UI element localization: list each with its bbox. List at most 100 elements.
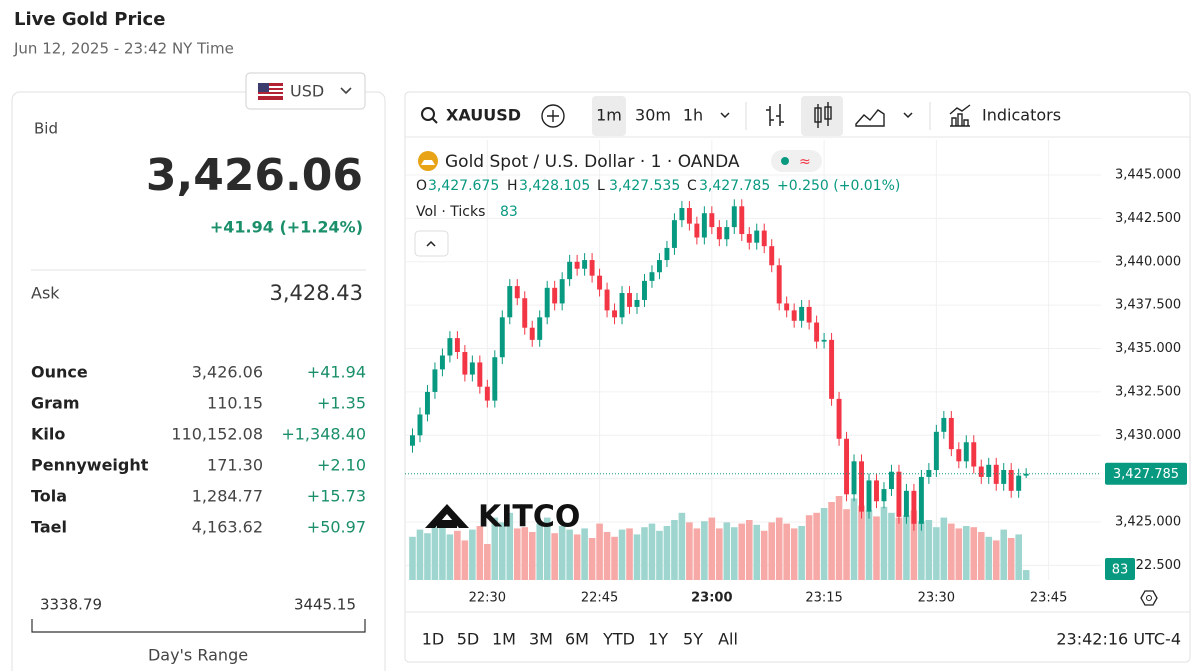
interval-button[interactable]: 1m (596, 106, 622, 125)
unit-price: 110.15 (207, 394, 263, 413)
volume-bar (708, 517, 716, 580)
volume-badge-label: 83 (1112, 563, 1129, 578)
settings-icon[interactable] (1140, 590, 1158, 606)
status-pill[interactable] (771, 150, 822, 172)
x-tick-label: 22:45 (581, 591, 618, 606)
volume-bar (940, 517, 948, 580)
candle-body (1008, 470, 1014, 491)
watermark-text: KITCO (478, 500, 580, 535)
volume-bar (775, 517, 783, 580)
volume-bar (551, 533, 558, 580)
candle-body (896, 471, 902, 517)
volume-bar (633, 534, 641, 580)
period-button[interactable]: 1M (492, 630, 516, 649)
bar-type-icon[interactable] (766, 104, 784, 126)
volume-bar (573, 534, 581, 580)
unit-name: Kilo (31, 425, 65, 444)
candle-body (851, 461, 857, 495)
volume-bar (1015, 534, 1022, 580)
clock: 23:42:16 UTC-4 (1056, 630, 1181, 649)
ohlc-value: 3,427.675 (428, 178, 499, 194)
symbol[interactable]: XAUUSD (446, 106, 521, 125)
status-icon: ≈ (799, 154, 811, 170)
last-price-badge (1105, 462, 1187, 485)
volume-bar (955, 528, 963, 580)
volume-bar (431, 527, 439, 580)
unit-change: +1.35 (317, 394, 366, 413)
period-button[interactable]: 1Y (648, 630, 668, 649)
candle-body (1016, 475, 1022, 491)
type-chevron[interactable] (903, 112, 913, 119)
ohlc-value: 3,427.535 (609, 178, 680, 194)
candle-body (507, 286, 513, 318)
volume-bar (603, 532, 611, 580)
candle-body (469, 362, 475, 375)
ohlc-key: H (507, 178, 518, 194)
candle-body (552, 287, 558, 304)
ask-price: 3,428.43 (269, 281, 363, 305)
candle-body (701, 213, 707, 238)
candle-body (597, 275, 603, 290)
candle-body (933, 431, 939, 470)
period-button[interactable]: 5Y (683, 630, 703, 649)
volume-bar (611, 536, 618, 580)
period-button[interactable]: 1D (422, 630, 445, 649)
indicators-icon[interactable] (949, 104, 971, 127)
candle-body (656, 260, 662, 273)
volume-bar (760, 530, 768, 580)
volume-bar (918, 521, 925, 580)
volume-bar (476, 526, 484, 580)
interval-button[interactable]: 30m (635, 106, 671, 125)
volume-bar (850, 498, 858, 580)
volume-bar (596, 523, 603, 580)
volume-bar (424, 533, 431, 580)
volume-bar (790, 528, 798, 580)
volume-bar (416, 529, 424, 580)
volume-bar (686, 522, 693, 580)
interval-active-bg (592, 96, 626, 136)
candle-body (761, 230, 767, 247)
period-button[interactable]: 3M (529, 630, 553, 649)
unit-price: 3,426.06 (192, 363, 263, 382)
candle-body (627, 293, 632, 307)
period-button[interactable]: YTD (602, 630, 635, 649)
period-button[interactable]: 5D (457, 630, 480, 649)
candle-body (537, 317, 543, 340)
candle-body (477, 362, 483, 387)
y-tick-label: 3,430.000 (1115, 428, 1181, 443)
range-bar (31, 619, 366, 633)
candle-body (716, 227, 722, 240)
unit-price: 4,163.62 (192, 518, 263, 537)
volume-bar (663, 526, 671, 580)
volume-bar (618, 529, 626, 580)
indicators-button[interactable]: Indicators (982, 106, 1061, 125)
dropdown-chevron (340, 87, 352, 95)
volume-bar (820, 508, 828, 580)
interval-chevron[interactable] (720, 112, 730, 119)
volume-bar (543, 517, 551, 580)
candle-body (709, 213, 715, 228)
volume-bar (798, 526, 805, 580)
ohlc-value: 3,427.785 (699, 178, 770, 194)
candle-body (582, 260, 588, 269)
volume-bar (805, 515, 813, 580)
area-type-icon[interactable] (855, 109, 885, 127)
interval-button[interactable]: 1h (683, 106, 703, 125)
candle-body (948, 417, 954, 450)
candle-body (514, 286, 520, 299)
y-tick-label: 3,425.000 (1115, 515, 1181, 530)
period-button[interactable]: 6M (565, 630, 589, 649)
candle-body (903, 490, 909, 517)
volume-bar (409, 536, 416, 580)
compare-button[interactable] (541, 104, 565, 128)
period-button[interactable]: All (718, 630, 738, 649)
candle-type-bg[interactable] (801, 96, 843, 136)
ask-label: Ask (31, 284, 60, 303)
volume-bar (1000, 529, 1008, 580)
candle-body (956, 449, 962, 462)
volume-bar (536, 523, 544, 580)
volume-bar (730, 527, 738, 580)
candle-body (866, 480, 872, 512)
search-icon[interactable] (421, 107, 438, 124)
volume-bar (484, 544, 491, 580)
